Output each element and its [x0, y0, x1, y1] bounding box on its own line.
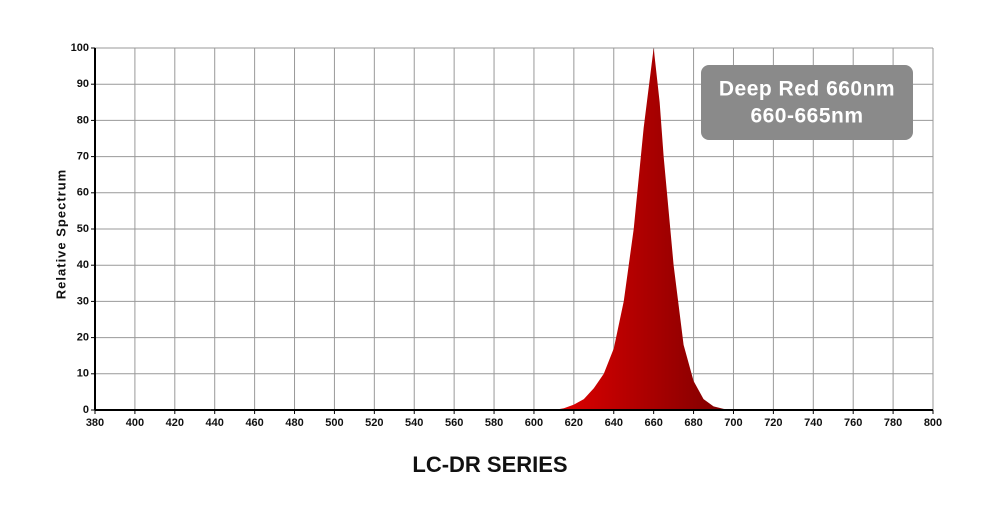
y-tick-label: 70: [77, 151, 89, 163]
y-tick-label: 20: [77, 332, 89, 344]
y-tick-label: 10: [77, 368, 89, 380]
y-tick-label: 90: [77, 78, 89, 90]
x-tick-label: 680: [684, 417, 702, 429]
spectrum-area: [553, 48, 734, 410]
y-tick-label: 100: [71, 42, 89, 54]
x-tick-label: 540: [405, 417, 423, 429]
x-tick-label: 420: [166, 417, 184, 429]
x-tick-label: 760: [844, 417, 862, 429]
x-tick-label: 580: [485, 417, 503, 429]
annotation: 660-665nm: [750, 105, 863, 128]
annotation-box: [701, 65, 913, 140]
x-tick-label: 660: [644, 417, 662, 429]
y-tick-label: 50: [77, 223, 89, 235]
y-axis-label: Relative Spectrum: [53, 169, 68, 299]
x-tick-label: 800: [924, 417, 942, 429]
x-tick-label: 400: [126, 417, 144, 429]
x-tick-label: 480: [285, 417, 303, 429]
y-tick-label: 40: [77, 259, 89, 271]
x-tick-label: 780: [884, 417, 902, 429]
y-tick-label: 0: [83, 404, 89, 416]
x-tick-label: 620: [565, 417, 583, 429]
x-tick-label: 640: [605, 417, 623, 429]
x-tick-label: 460: [245, 417, 263, 429]
annotation: Deep Red 660nm: [719, 78, 895, 101]
chart-title: LC-DR SERIES: [412, 452, 567, 477]
y-tick-label: 60: [77, 187, 89, 199]
x-tick-label: 380: [86, 417, 104, 429]
x-tick-label: 740: [804, 417, 822, 429]
x-tick-label: 700: [724, 417, 742, 429]
x-tick-label: 520: [365, 417, 383, 429]
x-tick-label: 500: [325, 417, 343, 429]
y-tick-label: 30: [77, 295, 89, 307]
x-tick-label: 440: [206, 417, 224, 429]
x-tick-label: 560: [445, 417, 463, 429]
x-tick-label: 720: [764, 417, 782, 429]
x-tick-label: 600: [525, 417, 543, 429]
y-tick-label: 80: [77, 114, 89, 126]
